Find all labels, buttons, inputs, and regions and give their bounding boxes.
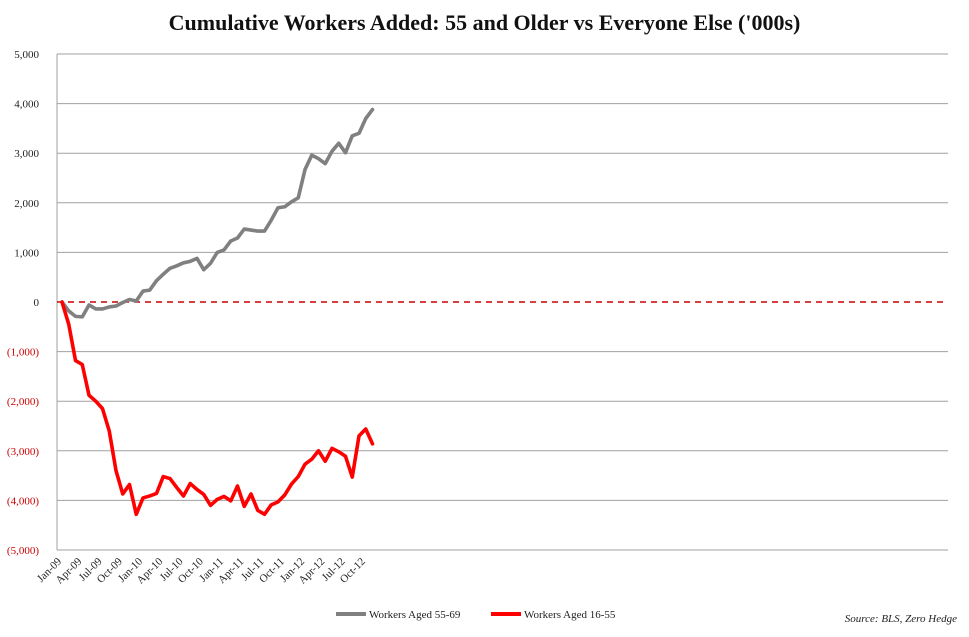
legend-label: Workers Aged 16-55 — [524, 609, 616, 621]
legend-label: Workers Aged 55-69 — [369, 609, 461, 621]
series-line-1 — [60, 107, 375, 319]
chart-title: Cumulative Workers Added: 55 and Older v… — [168, 10, 801, 35]
series-line-2 — [60, 300, 375, 517]
y-tick-label: (4,000) — [7, 495, 39, 507]
y-tick-label: 1,000 — [14, 247, 39, 259]
y-tick-label: (5,000) — [7, 545, 39, 557]
y-tick-label: 2,000 — [14, 198, 39, 210]
y-tick-label: (2,000) — [7, 396, 39, 408]
y-tick-label: (3,000) — [7, 446, 39, 458]
y-tick-label: 5,000 — [14, 49, 39, 61]
y-tick-label: (1,000) — [7, 347, 39, 359]
y-tick-label: 0 — [34, 297, 40, 309]
y-tick-label: 3,000 — [14, 148, 39, 160]
source-note: Source: BLS, Zero Hedge — [844, 613, 957, 625]
y-tick-label: 4,000 — [14, 99, 39, 111]
